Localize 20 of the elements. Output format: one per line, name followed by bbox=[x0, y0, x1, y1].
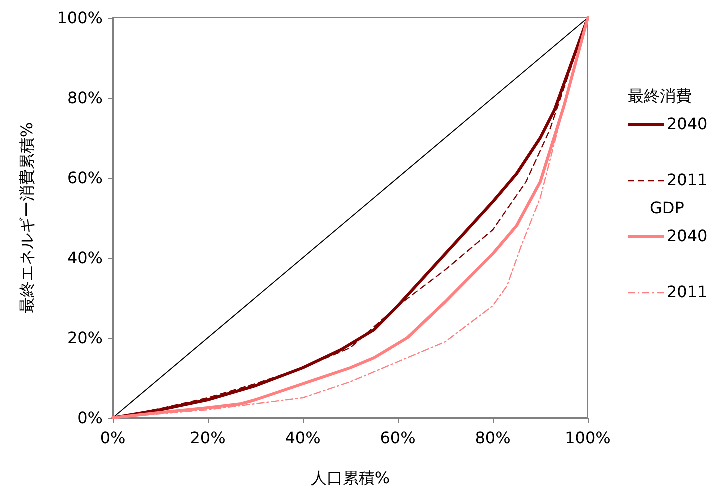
x-tick-label: 80% bbox=[475, 428, 511, 448]
text: 最終消費 bbox=[628, 86, 692, 106]
y-tick-label: 60% bbox=[67, 168, 103, 188]
x-tick-label: 60% bbox=[380, 428, 416, 448]
y-tick-label: 0% bbox=[78, 408, 103, 428]
x-tick-label: 20% bbox=[190, 428, 226, 448]
text: GDP bbox=[650, 198, 685, 218]
y-tick-label: 40% bbox=[67, 248, 103, 268]
y-axis-title: 最終エネルギー消費累積% bbox=[18, 122, 36, 314]
x-tick-label: 0% bbox=[100, 428, 126, 448]
y-tick-label: 80% bbox=[67, 88, 103, 108]
x-tick-label: 100% bbox=[565, 428, 611, 448]
legend-label: 2040 bbox=[667, 114, 708, 134]
y-tick-label: 100% bbox=[57, 8, 103, 28]
x-axis-title: 人口累積% bbox=[310, 468, 390, 488]
legend-label: 2011 bbox=[667, 282, 708, 302]
y-tick-label: 20% bbox=[67, 328, 103, 348]
legend-label: 2040 bbox=[667, 226, 708, 246]
x-tick-label: 40% bbox=[285, 428, 321, 448]
legend-label: 2011 bbox=[667, 170, 708, 190]
